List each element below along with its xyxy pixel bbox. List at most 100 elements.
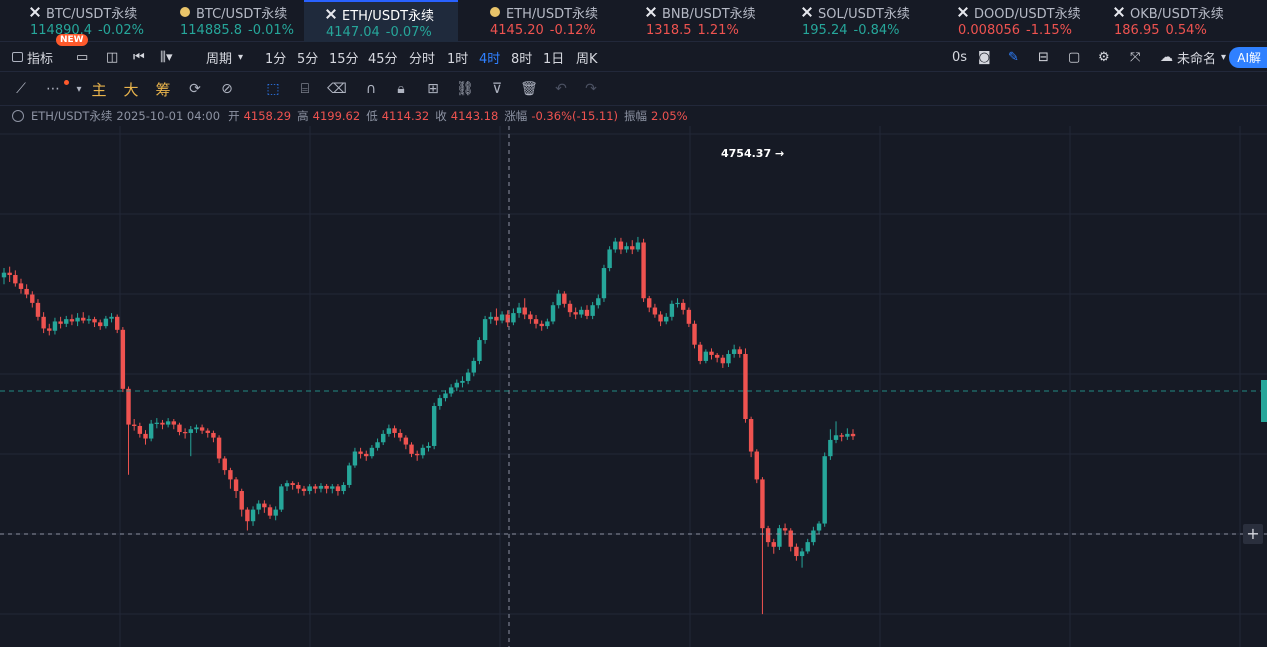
indicator-label: 指标 (27, 51, 54, 67)
note-icon[interactable]: ⊟ (1038, 49, 1049, 65)
close-x-icon (958, 7, 968, 17)
candle-body (511, 313, 516, 323)
filter-icon[interactable]: ⊽ (491, 81, 503, 97)
period-select[interactable]: 周期 ▾ (206, 42, 243, 72)
hide-drawings-icon[interactable]: ⊘ (221, 81, 233, 97)
candle-body (624, 246, 629, 250)
close-label: 收 (435, 109, 447, 123)
ticker-tab[interactable]: BTC/USDT永续 114885.8 -0.01% (166, 0, 312, 42)
candle-body (409, 444, 414, 454)
candle-body (465, 372, 471, 381)
candle-body (313, 486, 318, 489)
eraser-icon[interactable]: ⌫ (327, 81, 347, 97)
timeframe-2[interactable]: 15分 (329, 51, 359, 67)
candle-body (505, 314, 510, 323)
cursor-icon[interactable]: ⬚ (266, 81, 280, 97)
chevron-down-icon: ▾ (1221, 51, 1227, 63)
candle-body (788, 530, 793, 547)
ticker-tab[interactable]: BTC/USDT永续 114890.4 -0.02% (16, 0, 166, 42)
timeframe-3[interactable]: 45分 (368, 51, 398, 67)
timeframe-6[interactable]: 4时 (479, 51, 501, 67)
ruler-icon[interactable]: ⌸ (300, 81, 310, 97)
candle-body (811, 530, 816, 543)
undo-icon[interactable]: ↶ (555, 81, 567, 97)
candle-body (539, 323, 544, 327)
main-chart-button[interactable]: 主 (91, 80, 107, 99)
countdown: 0s (952, 49, 968, 65)
redo-icon[interactable]: ↷ (585, 81, 597, 97)
candle-body (330, 486, 335, 489)
chevron-down-icon[interactable]: ▾ (76, 83, 82, 95)
candle-body (7, 272, 12, 276)
candle-body (273, 509, 278, 516)
ticker-name: SOL/USDT永续 (818, 6, 910, 22)
timeframe-1[interactable]: 5分 (297, 51, 319, 67)
candle-body (714, 354, 720, 358)
timeframe-7[interactable]: 8时 (511, 51, 533, 67)
amplitude-label: 振幅 (624, 109, 648, 123)
replay-icon[interactable]: ⏮ (133, 49, 145, 65)
add-alert-button[interactable]: + (1243, 524, 1263, 544)
pen-icon[interactable]: ✎ (1008, 49, 1019, 65)
magnet-icon[interactable]: ∩ (365, 81, 377, 97)
ticker-tab[interactable]: BNB/USDT永续 1318.5 1.21% (632, 0, 782, 42)
fullscreen-icon[interactable]: ▢ (1068, 49, 1081, 65)
timeframe-4[interactable]: 分时 (409, 51, 436, 67)
chart-type-icon[interactable]: ⫼▾ (160, 49, 173, 65)
candle-body (426, 445, 431, 448)
timeframe-0[interactable]: 1分 (265, 51, 287, 67)
candle-body (256, 503, 261, 510)
chips-button[interactable]: 筹 (155, 80, 171, 99)
lock-icon[interactable]: 🔒︎ (397, 81, 405, 97)
expand-icon[interactable]: ⤧ (1130, 49, 1141, 65)
ticker-price: 195.24 (802, 23, 848, 38)
candle-body (1, 272, 7, 278)
calendar-icon[interactable]: ▭ (76, 49, 89, 65)
settings-icon[interactable]: ⚙ (1098, 49, 1110, 65)
candle-body (222, 458, 227, 471)
low-value: 4114.32 (381, 109, 430, 123)
collapse-icon[interactable] (12, 110, 24, 122)
period-label: 周期 (206, 51, 233, 67)
candle-body (211, 432, 216, 438)
timeframe-8[interactable]: 1日 (543, 51, 565, 67)
candle-body (92, 319, 97, 323)
ticker-tab[interactable]: ETH/USDT永续 4145.20 -0.12% (476, 0, 626, 42)
candle-body (652, 307, 658, 315)
timeframe-9[interactable]: 周K (576, 51, 598, 67)
candle-body (664, 316, 669, 322)
candle-body (805, 542, 810, 552)
template-icon[interactable]: ⊞ (427, 81, 439, 97)
trendline-icon[interactable]: ⟋ (16, 81, 26, 97)
camera-icon[interactable]: ◙ (978, 49, 991, 65)
layout-name-select[interactable]: ☁ 未命名 ▾ (1160, 42, 1226, 72)
ticker-tab[interactable]: OKB/USDT永续 186.95 0.54% (1100, 0, 1260, 42)
candle-body (839, 435, 844, 437)
link-icon[interactable]: ⛓︎ (456, 81, 474, 97)
candle-body (731, 349, 737, 354)
candle-body (443, 393, 448, 399)
timeframe-5[interactable]: 1时 (447, 51, 469, 67)
chevron-down-icon: ▾ (238, 51, 244, 63)
ai-button[interactable]: AI解 (1229, 47, 1267, 68)
cloud-icon: ☁ (1160, 49, 1173, 65)
ticker-tab[interactable]: ETH/USDT永续 4147.04 -0.07% (304, 0, 458, 42)
ticker-change: 0.54% (1165, 23, 1207, 38)
ticker-tab[interactable]: SOL/USDT永续 195.24 -0.84% (788, 0, 938, 42)
candle-body (267, 507, 273, 516)
candle-body (69, 319, 75, 322)
ticker-tab[interactable]: DOOD/USDT永续 0.008056 -1.15% (944, 0, 1094, 42)
candle-body (607, 249, 612, 269)
big-order-button[interactable]: 大 (123, 80, 139, 99)
indicator-button[interactable]: 指标 (12, 42, 53, 72)
indicator-icon (12, 52, 23, 62)
trash-icon[interactable]: 🗑︎ (520, 81, 538, 97)
more-tools-icon[interactable]: ⋯ (46, 81, 60, 97)
candle-body (352, 451, 358, 466)
candlestick-chart[interactable] (0, 126, 1267, 647)
layout-name: 未命名 (1177, 51, 1217, 67)
sync-icon[interactable]: ⟳ (189, 81, 201, 97)
candle-body (369, 447, 375, 457)
layout-icon[interactable]: ◫ (106, 49, 119, 65)
candle-body (545, 321, 550, 327)
